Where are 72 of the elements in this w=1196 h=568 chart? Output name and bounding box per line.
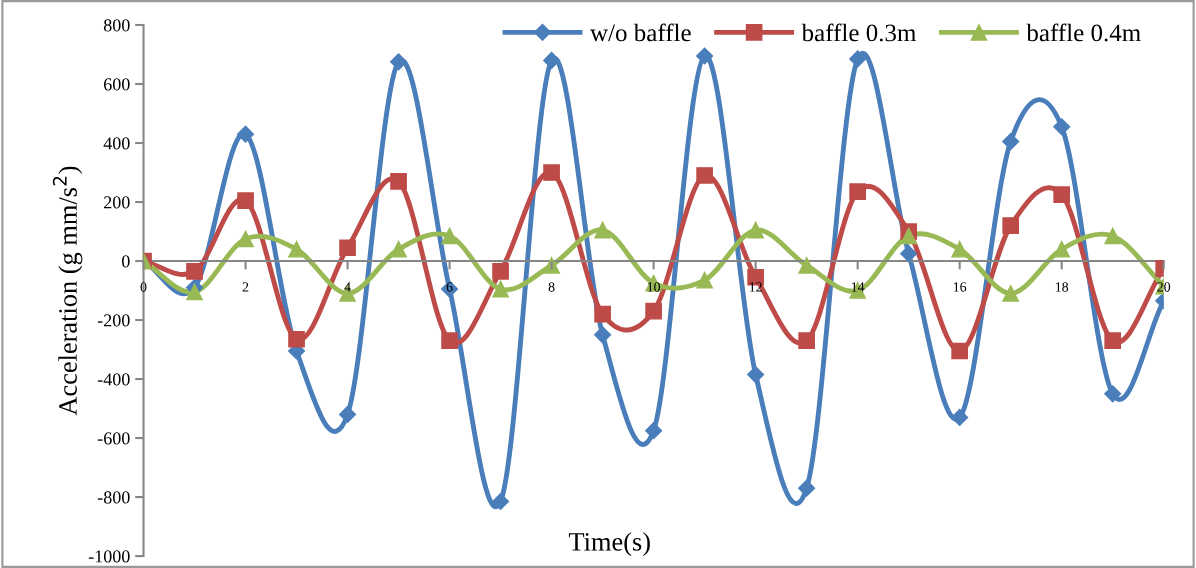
y-tick-label: 200 — [104, 196, 130, 209]
point — [1053, 186, 1071, 203]
point — [747, 221, 764, 239]
y-tick-label: 400 — [103, 137, 130, 150]
point — [441, 227, 458, 245]
point — [696, 47, 714, 65]
y-tick-label: 0 — [121, 255, 130, 268]
point — [594, 305, 611, 323]
point — [798, 257, 815, 274]
point — [492, 280, 509, 298]
point — [1002, 132, 1020, 151]
point — [1104, 332, 1122, 350]
point — [543, 51, 561, 69]
point — [849, 50, 867, 68]
point — [186, 263, 203, 280]
point — [645, 422, 663, 440]
point — [951, 408, 969, 426]
point — [849, 183, 866, 201]
point — [236, 125, 255, 143]
point — [492, 492, 510, 511]
point — [1002, 217, 1020, 234]
point — [237, 192, 254, 209]
y-tick-label: -800 — [97, 491, 130, 504]
point — [186, 283, 203, 301]
x-tick-label: 8 — [548, 282, 555, 292]
point — [951, 240, 969, 258]
point — [900, 245, 918, 263]
legend-label: baffle 0.3m — [801, 23, 917, 42]
point — [594, 221, 611, 239]
point — [543, 164, 560, 181]
point — [798, 479, 816, 497]
x-tick-label: 18 — [1055, 282, 1069, 292]
y-tick-label: -1000 — [88, 550, 130, 563]
point — [288, 330, 305, 348]
y-tick-label: -600 — [97, 432, 130, 445]
point — [543, 257, 560, 274]
legend-label: baffle 0.4m — [1026, 23, 1141, 42]
x-tick-label: 16 — [953, 282, 967, 292]
point — [1104, 227, 1122, 245]
point — [696, 167, 713, 184]
point — [390, 53, 408, 71]
point — [237, 230, 254, 248]
y-tick-label: 800 — [103, 19, 130, 32]
x-tick-label: 0 — [140, 282, 147, 292]
point — [696, 271, 713, 289]
point — [747, 366, 765, 384]
point — [1002, 285, 1020, 302]
y-tick-label: -200 — [97, 314, 130, 327]
x-axis-title: Time(s) — [568, 532, 650, 557]
x-tick-label: 14 — [851, 282, 865, 292]
legend-label: w/o baffle — [590, 23, 691, 42]
point — [1053, 118, 1071, 136]
x-tick-label: 10 — [647, 282, 661, 292]
y-tick-label: -400 — [97, 373, 130, 386]
point — [492, 263, 509, 280]
point — [339, 239, 356, 257]
point — [390, 173, 407, 190]
y-axis-title: Acceleration (g mm/s$^{2}$) — [52, 166, 83, 416]
point — [594, 326, 612, 344]
point — [1104, 385, 1122, 403]
point — [1053, 240, 1071, 258]
point — [798, 332, 815, 350]
y-tick-label: 600 — [104, 78, 130, 91]
point — [339, 405, 357, 424]
point — [900, 227, 917, 245]
point — [441, 332, 458, 350]
x-tick-label: 6 — [446, 282, 453, 292]
point — [288, 240, 305, 258]
point — [390, 240, 407, 258]
point — [951, 342, 969, 360]
point — [645, 302, 662, 320]
x-tick-label: 2 — [242, 282, 249, 292]
